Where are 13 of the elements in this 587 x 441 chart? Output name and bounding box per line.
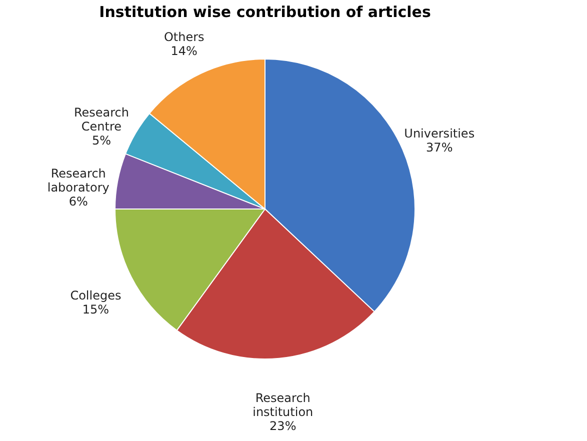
- slice-label: Others: [164, 30, 204, 44]
- slice-label: Research Centre: [74, 105, 129, 134]
- slice-label: Research laboratory: [47, 166, 110, 194]
- data-label: 14%: [170, 44, 198, 58]
- data-label: 37%: [426, 140, 453, 155]
- data-label: 15%: [82, 302, 110, 316]
- slice-label: Research institution: [252, 391, 314, 420]
- data-label: 6%: [68, 194, 88, 208]
- slice-label: Universities: [404, 126, 475, 141]
- data-label: 5%: [92, 133, 111, 148]
- slice-label: Colleges: [70, 288, 122, 302]
- data-label: 23%: [270, 419, 296, 434]
- chart-title: Institution wise contribution of articles: [99, 3, 431, 21]
